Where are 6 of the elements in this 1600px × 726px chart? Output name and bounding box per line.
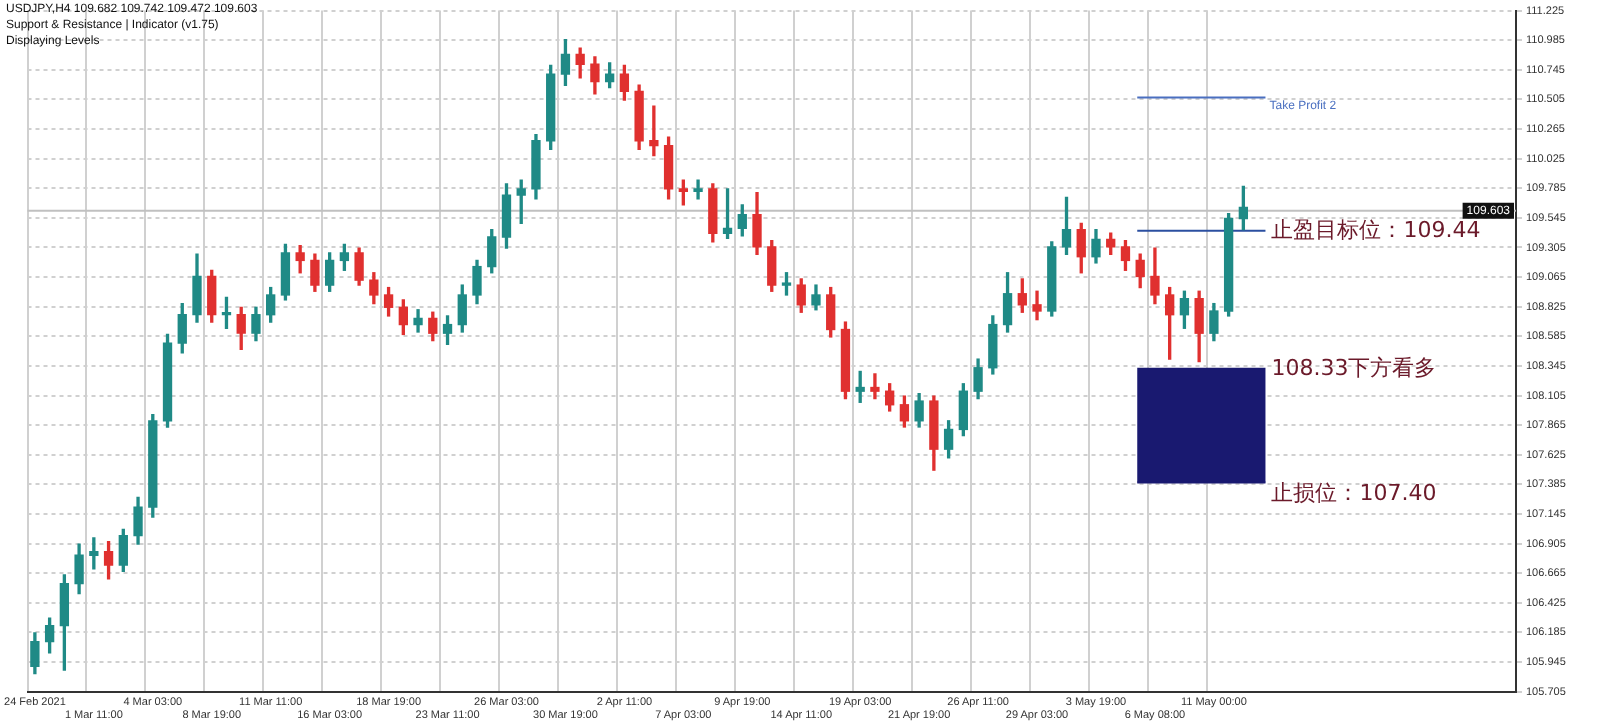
band-label: 108.33下方看多 bbox=[1271, 355, 1437, 382]
candlestick bbox=[870, 373, 880, 400]
ref-line-label: 止盈目标位：109.44 bbox=[1271, 216, 1481, 243]
candlestick bbox=[649, 105, 659, 157]
ref-line-label: 止损位：107.40 bbox=[1271, 480, 1437, 507]
candlestick bbox=[693, 179, 703, 200]
